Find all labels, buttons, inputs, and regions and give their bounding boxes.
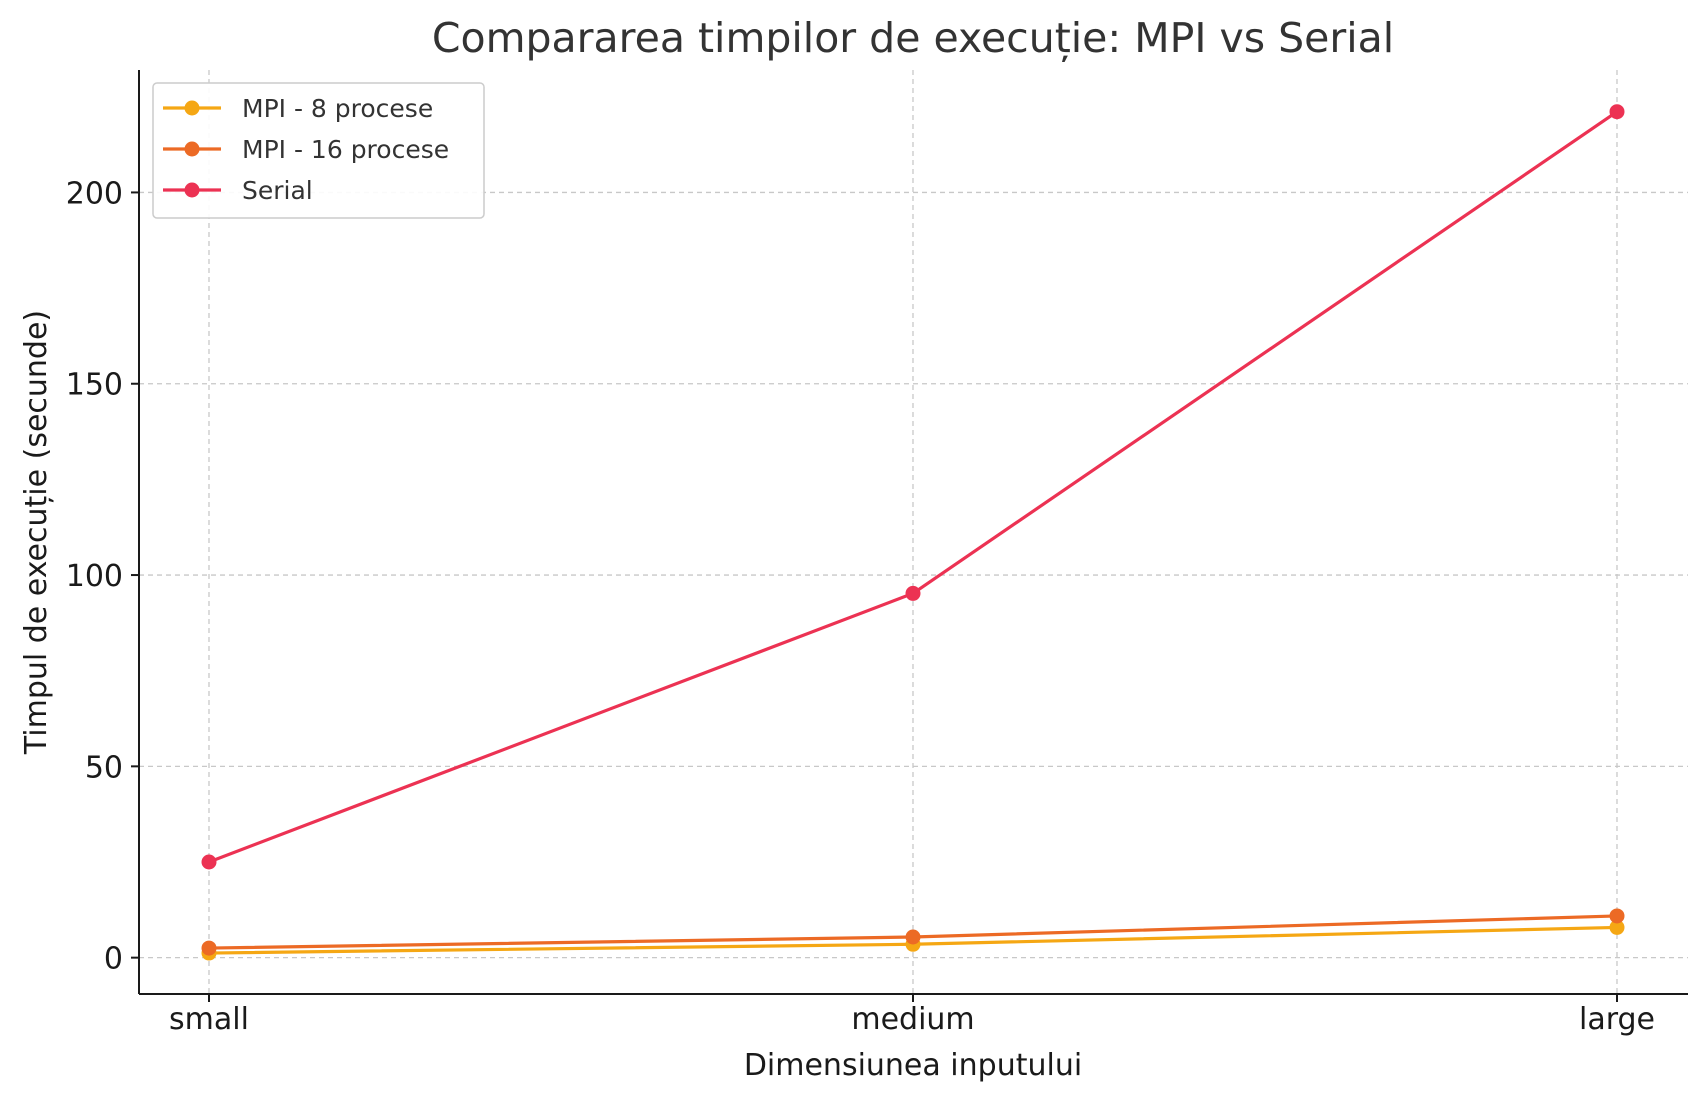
data-series bbox=[201, 104, 1625, 961]
y-tick-label: 100 bbox=[66, 559, 123, 594]
y-axis-label: Timpul de execuție (secunde) bbox=[19, 310, 54, 755]
legend-label: MPI - 16 procese bbox=[242, 135, 449, 164]
legend-label: MPI - 8 procese bbox=[242, 94, 433, 123]
data-point-mpi-16-procese-small bbox=[201, 940, 217, 956]
data-point-serial-medium bbox=[905, 585, 921, 601]
data-point-mpi-8-procese-large bbox=[1609, 919, 1625, 935]
legend-swatch-marker bbox=[184, 100, 200, 116]
legend-swatch-marker bbox=[184, 182, 200, 198]
y-tick-label: 150 bbox=[66, 368, 123, 403]
x-tick-label-large: large bbox=[1579, 1002, 1655, 1037]
data-point-mpi-16-procese-large bbox=[1609, 908, 1625, 924]
data-point-mpi-16-procese-medium bbox=[905, 929, 921, 945]
legend-label: Serial bbox=[242, 176, 313, 205]
axis-ticks: 0 50 100 150 200 small medium large bbox=[66, 176, 1655, 1037]
x-axis-label: Dimensiunea inputului bbox=[744, 1048, 1082, 1083]
data-point-serial-small bbox=[201, 854, 217, 870]
y-tick-label: 200 bbox=[66, 176, 123, 211]
grid-lines bbox=[139, 70, 1688, 994]
data-point-serial-large bbox=[1609, 104, 1625, 120]
legend: MPI - 8 procese MPI - 16 procese Serial bbox=[152, 82, 485, 219]
y-tick-label: 50 bbox=[85, 750, 123, 785]
legend-swatch-marker bbox=[184, 141, 200, 157]
legend-box bbox=[152, 82, 485, 219]
y-tick-label: 0 bbox=[104, 942, 123, 977]
x-tick-label-small: small bbox=[169, 1002, 249, 1037]
chart-title: Compararea timpilor de execuție: MPI vs … bbox=[432, 14, 1394, 62]
x-tick-label-medium: medium bbox=[851, 1002, 974, 1037]
